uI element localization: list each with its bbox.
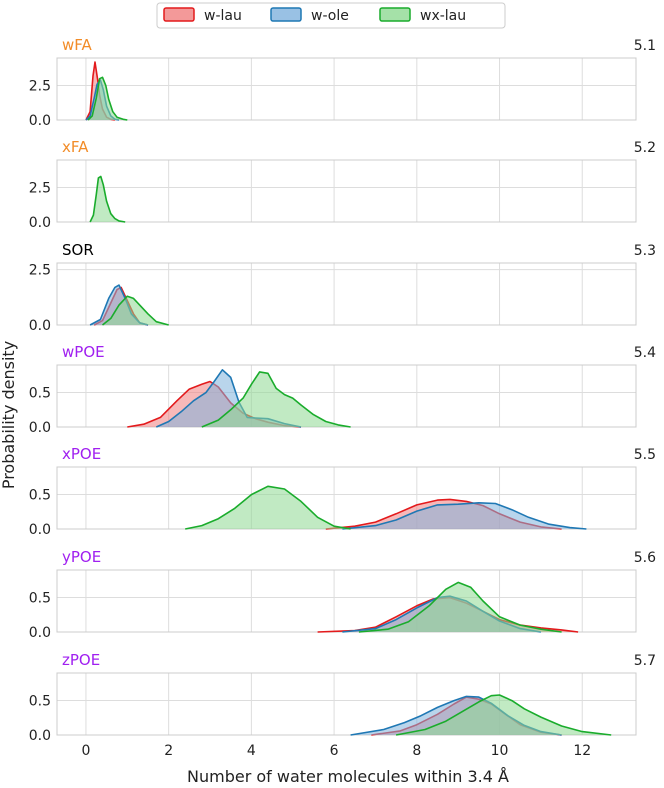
y-tick-label: 0.0 — [29, 522, 51, 538]
panel-zPOE: 0.0 0.5 zPOE 5.7 — [29, 651, 656, 744]
x-tick-label: 4 — [247, 743, 256, 759]
panel-section-number: 5.4 — [634, 345, 656, 361]
panel-frame — [56, 159, 637, 223]
panel-section-number: 5.3 — [634, 243, 656, 259]
legend: w-lau w-ole wx-lau — [156, 2, 506, 29]
y-tick-label: 2.5 — [29, 263, 51, 279]
panel-section-number: 5.2 — [634, 140, 656, 156]
legend-label-wx-lau: wx-lau — [420, 8, 466, 24]
panel-label: yPOE — [62, 548, 101, 566]
panel-label: wPOE — [62, 343, 105, 361]
density-line-wx-lau — [89, 175, 126, 223]
panel-section-number: 5.1 — [634, 38, 656, 54]
y-tick-label: 0.5 — [29, 386, 51, 402]
density-line-wx-lau — [185, 485, 351, 530]
y-tick-label: 0.5 — [29, 488, 51, 504]
density-area-wx-lau — [358, 582, 562, 632]
legend-label-w-ole: w-ole — [311, 8, 349, 24]
density-area-wx-lau — [201, 371, 351, 427]
legend-swatch-wx-lau — [379, 7, 411, 22]
density-line-wx-lau — [395, 694, 612, 736]
panel-frame — [56, 672, 637, 736]
density-line-wx-lau — [102, 295, 169, 326]
y-tick-label: 0.0 — [29, 215, 51, 231]
x-tick-label: 6 — [330, 743, 339, 759]
y-tick-label: 0.0 — [29, 113, 51, 129]
panel-label: xPOE — [62, 445, 101, 463]
density-line-wx-lau — [358, 581, 562, 633]
x-tick-label: 12 — [573, 743, 591, 759]
density-area-wx-lau — [90, 176, 126, 222]
density-area-wx-lau — [102, 296, 169, 325]
y-tick-label: 0.0 — [29, 420, 51, 436]
density-area-wx-lau — [88, 77, 128, 120]
panel-label: zPOE — [62, 651, 100, 669]
legend-swatch-w-lau — [163, 7, 195, 22]
panel-label: xFA — [62, 138, 89, 156]
panel-wFA: 0.0 2.5 wFA 5.1 — [29, 36, 656, 129]
density-area-w-ole — [156, 369, 301, 427]
density-area-w-ole — [342, 502, 587, 529]
panel-frame — [56, 569, 637, 633]
y-tick-label: 2.5 — [29, 79, 51, 95]
y-tick-label: 0.0 — [29, 318, 51, 334]
panel-section-number: 5.5 — [634, 447, 656, 463]
density-line-wx-lau — [201, 371, 351, 428]
panel-wPOE: 0.0 0.5 wPOE 5.4 — [29, 343, 656, 436]
density-line-wx-lau — [87, 76, 128, 121]
density-area-wx-lau — [185, 486, 351, 529]
panel-label: wFA — [62, 36, 93, 54]
y-tick-label: 0.5 — [29, 591, 51, 607]
y-tick-label: 0.5 — [29, 694, 51, 710]
panel-yPOE: 0.0 0.5 yPOE 5.6 — [29, 548, 656, 641]
x-tick-label: 8 — [412, 743, 421, 759]
y-tick-label: 0.0 — [29, 625, 51, 641]
x-tick-label: 10 — [491, 743, 509, 759]
panel-label: SOR — [62, 241, 94, 259]
panel-frame — [56, 466, 637, 530]
panel-section-number: 5.7 — [634, 653, 656, 669]
panel-xPOE: 0.0 0.5 xPOE 5.5 — [29, 445, 656, 538]
y-axis-label: Probability density — [0, 341, 18, 489]
panel-SOR: 0.0 2.5 SOR 5.3 — [29, 241, 656, 334]
panel-frame — [56, 57, 637, 121]
panel-section-number: 5.6 — [634, 550, 656, 566]
x-tick-label: 0 — [81, 743, 90, 759]
panel-xFA: 0.0 2.5 xFA 5.2 — [29, 138, 656, 231]
x-tick-label: 2 — [164, 743, 173, 759]
panel-frame — [56, 262, 637, 326]
legend-label-w-lau: w-lau — [204, 8, 242, 24]
legend-frame — [156, 2, 506, 29]
x-axis-label: Number of water molecules within 3.4 Å — [187, 767, 509, 786]
legend-swatch-w-ole — [270, 7, 302, 22]
y-tick-label: 0.0 — [29, 728, 51, 744]
density-line-w-ole — [342, 502, 587, 530]
y-tick-label: 2.5 — [29, 181, 51, 197]
panel-frame — [56, 364, 637, 428]
